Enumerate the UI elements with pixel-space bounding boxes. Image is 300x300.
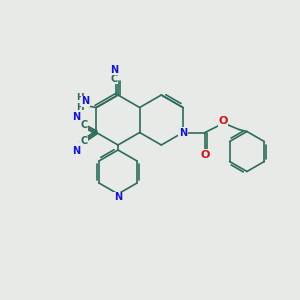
Text: H: H [76,93,84,102]
Text: N: N [114,192,122,202]
Text: O: O [200,149,210,160]
Text: N: N [179,128,187,137]
Text: C: C [110,74,118,84]
Text: N: N [72,112,80,122]
Text: C: C [81,136,88,146]
Text: C: C [81,121,88,130]
Text: O: O [218,116,228,127]
Text: N: N [81,97,89,106]
Text: N: N [110,65,118,75]
Text: H: H [76,103,84,112]
Text: N: N [72,146,80,155]
